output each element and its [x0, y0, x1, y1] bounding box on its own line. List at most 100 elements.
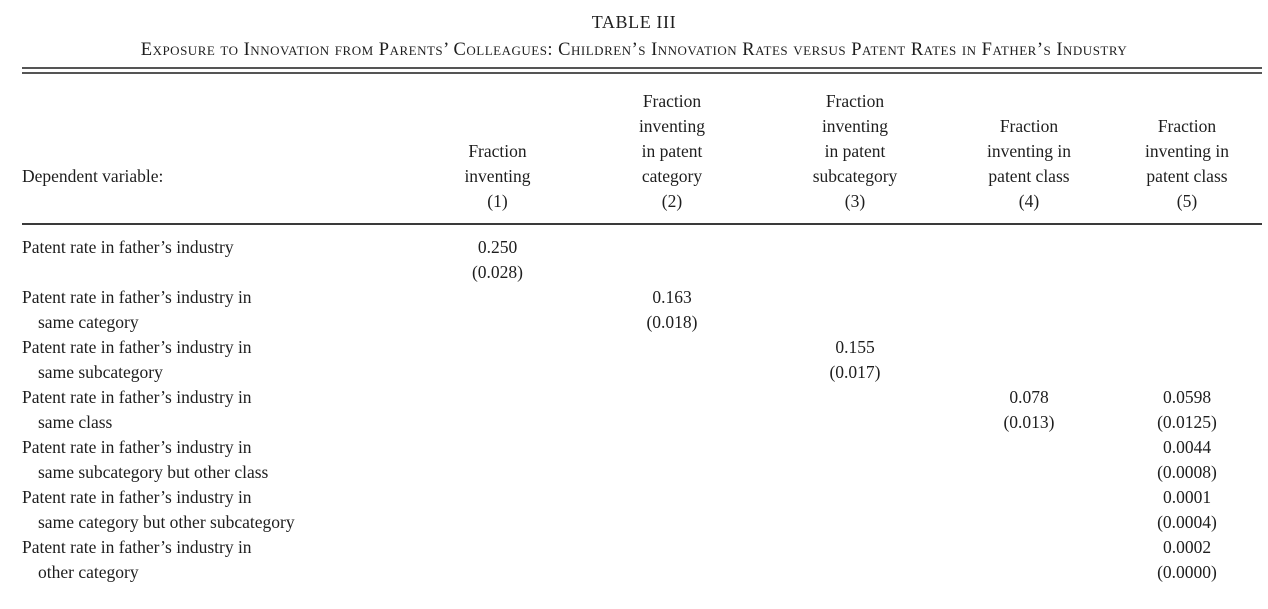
coefficient-value: [946, 535, 1112, 560]
coefficient-value: [764, 435, 946, 460]
coefficient-value: [580, 385, 764, 410]
row-label: Patent rate in father’s industry in othe…: [22, 535, 415, 585]
standard-error: [415, 410, 580, 435]
row-label-line2: same category but other subcategory: [38, 512, 295, 532]
table-row: Patent rate in father’s industry 0.250 (…: [22, 224, 1262, 285]
table-row: Patent rate in father’s industry in same…: [22, 435, 1262, 485]
column-number-1: (1): [487, 191, 508, 211]
standard-error: (0.018): [646, 312, 698, 332]
standard-error: [580, 460, 764, 485]
coefficient-value: [764, 485, 946, 510]
standard-error: (0.028): [471, 262, 524, 282]
cell-col3: 0.155 (0.017): [764, 335, 946, 385]
row-label-line1: Patent rate in father’s industry in: [22, 487, 252, 507]
row-label-line1: Patent rate in father’s industry in: [22, 387, 252, 407]
row-label-line2: same subcategory: [38, 362, 163, 382]
cell-col5: [1112, 335, 1262, 385]
coefficient-value: [580, 535, 764, 560]
row-label-line2: same class: [38, 412, 113, 432]
table-row: Patent rate in father’s industry in same…: [22, 385, 1262, 435]
standard-error: [946, 460, 1112, 485]
cell-col5: 0.0044 (0.0008): [1112, 435, 1262, 485]
row-label-line2: same category: [38, 312, 139, 332]
column-header-2-line: category: [641, 166, 703, 186]
column-number-2: (2): [661, 191, 683, 211]
coefficient-value: 0.155: [835, 337, 875, 357]
row-label-line1: Patent rate in father’s industry in: [22, 537, 252, 557]
coefficient-value: 0.0044: [1162, 437, 1212, 457]
coefficient-value: [1112, 285, 1262, 310]
column-header-1: Fraction inventing (1): [415, 74, 580, 225]
row-label-line1: Patent rate in father’s industry in: [22, 287, 252, 307]
row-label: Patent rate in father’s industry in same…: [22, 285, 415, 335]
standard-error: [764, 510, 946, 535]
coefficient-value: [580, 235, 764, 260]
standard-error: [1112, 360, 1262, 385]
coefficient-value: [764, 535, 946, 560]
coefficient-value: [764, 235, 946, 260]
column-header-5-line: Fraction: [1157, 116, 1217, 136]
cell-col1: [415, 435, 580, 485]
column-header-3-line: Fraction: [825, 91, 885, 111]
standard-error: [946, 510, 1112, 535]
dependent-variable-header: Dependent variable:: [22, 74, 415, 225]
coefficient-value: [946, 335, 1112, 360]
cell-col1: [415, 485, 580, 535]
row-label-line1: Patent rate in father’s industry in: [22, 437, 252, 457]
double-rule: [22, 67, 1262, 74]
row-label-line2: other category: [38, 562, 139, 582]
coefficient-value: [415, 285, 580, 310]
cell-col5: 0.0002 (0.0000): [1112, 535, 1262, 585]
cell-col2: [580, 435, 764, 485]
column-header-3-line: subcategory: [812, 166, 898, 186]
coefficient-value: [415, 485, 580, 510]
cell-col2: [580, 535, 764, 585]
column-number-3: (3): [844, 191, 866, 211]
column-header-2-line: Fraction: [642, 91, 702, 111]
standard-error: [415, 560, 580, 585]
standard-error: [764, 410, 946, 435]
standard-error: (0.0008): [1157, 462, 1217, 482]
standard-error: [764, 560, 946, 585]
coefficient-value: [1112, 235, 1262, 260]
coefficient-value: [580, 335, 764, 360]
standard-error: [946, 360, 1112, 385]
standard-error: [580, 260, 764, 285]
column-number-4: (4): [1018, 191, 1040, 211]
cell-col2: [580, 485, 764, 535]
cell-col3: [764, 385, 946, 435]
coefficient-value: [580, 435, 764, 460]
coefficient-value: [1112, 335, 1262, 360]
row-label: Patent rate in father’s industry in same…: [22, 435, 415, 485]
standard-error: [415, 310, 580, 335]
coefficient-value: [415, 535, 580, 560]
standard-error: [764, 460, 946, 485]
row-label: Patent rate in father’s industry in same…: [22, 335, 415, 385]
cell-col2: [580, 385, 764, 435]
standard-error: [580, 560, 764, 585]
coefficient-value: 0.0002: [1162, 537, 1212, 557]
standard-error: [1112, 260, 1262, 285]
cell-col3: [764, 535, 946, 585]
standard-error: (0.0125): [1157, 412, 1217, 432]
cell-col3: [764, 285, 946, 335]
column-header-4: Fraction inventing in patent class (4): [946, 74, 1112, 225]
table-row: Patent rate in father’s industry in same…: [22, 285, 1262, 335]
cell-col4: [946, 435, 1112, 485]
coefficient-value: [946, 485, 1112, 510]
coefficient-value: [946, 435, 1112, 460]
column-header-5-line: inventing in: [1144, 141, 1230, 161]
standard-error: [580, 360, 764, 385]
cell-col3: [764, 224, 946, 285]
cell-col1: [415, 335, 580, 385]
column-number-5: (5): [1176, 191, 1198, 211]
column-header-1-line: Fraction: [468, 141, 527, 161]
standard-error: (0.017): [829, 362, 881, 382]
column-header-4-line: inventing in: [986, 141, 1072, 161]
cell-col1: [415, 385, 580, 435]
cell-col4: 0.078 (0.013): [946, 385, 1112, 435]
table-row: Patent rate in father’s industry in othe…: [22, 535, 1262, 585]
header-row: Dependent variable: Fraction inventing (…: [22, 74, 1262, 225]
standard-error: (0.0004): [1157, 512, 1217, 532]
standard-error: [946, 310, 1112, 335]
